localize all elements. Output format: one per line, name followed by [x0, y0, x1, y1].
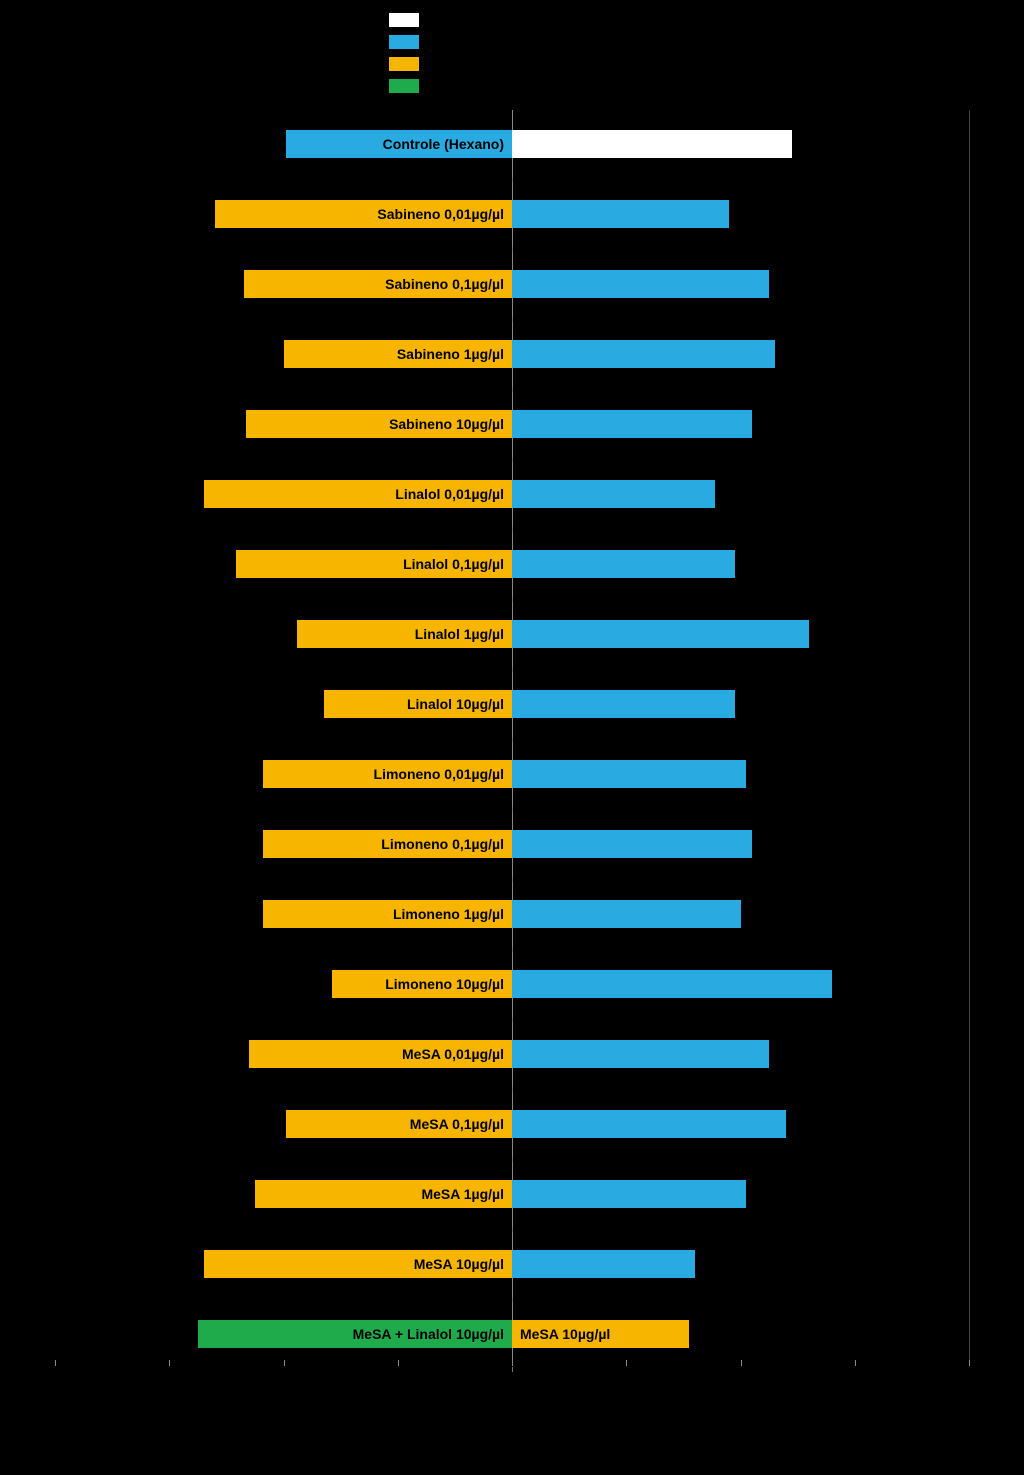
x-tick — [284, 1360, 285, 1366]
bar-right-label: MeSA 10µg/µl — [512, 1320, 618, 1348]
bar-row: MeSA + Linalol 10µg/µlMeSA 10µg/µl — [55, 1320, 969, 1348]
x-tick — [512, 1360, 513, 1366]
axis-minor-tick — [512, 177, 513, 182]
bar-left-label: Linalol 10µg/µl — [399, 690, 512, 718]
bar-row: Sabineno 10µg/µl — [55, 410, 969, 438]
bar-right — [512, 830, 752, 858]
legend-item — [388, 32, 420, 52]
bar-left-label: Sabineno 0,01µg/µl — [369, 200, 512, 228]
legend-swatch — [388, 56, 420, 72]
axis-minor-tick — [512, 1157, 513, 1162]
bar-right — [512, 1040, 769, 1068]
bar-left-label: Limoneno 10µg/µl — [377, 970, 512, 998]
bar-left-label: MeSA 0,01µg/µl — [394, 1040, 512, 1068]
x-axis-ticks — [55, 1360, 969, 1366]
bar-left-label: MeSA 10µg/µl — [406, 1250, 512, 1278]
axis-minor-tick — [512, 387, 513, 392]
legend-swatch — [388, 12, 420, 28]
bar-left-label: Sabineno 10µg/µl — [381, 410, 512, 438]
bar-left-label: MeSA 0,1µg/µl — [402, 1110, 512, 1138]
x-tick — [741, 1360, 742, 1366]
axis-minor-tick — [512, 597, 513, 602]
bar-row: MeSA 10µg/µl — [55, 1250, 969, 1278]
plot-area: Controle (Hexano) Sabineno 0,01µg/µl Sabin… — [55, 110, 970, 1360]
bar-left-label: Controle (Hexano) — [375, 130, 512, 158]
bar-row: Linalol 10µg/µl — [55, 690, 969, 718]
bar-row: Sabineno 0,01µg/µl — [55, 200, 969, 228]
axis-minor-tick — [512, 247, 513, 252]
bar-row: Controle (Hexano) — [55, 130, 969, 158]
bar-right — [512, 270, 769, 298]
x-tick — [626, 1360, 627, 1366]
bar-left-label: Limoneno 1µg/µl — [385, 900, 512, 928]
axis-minor-tick — [512, 1367, 513, 1372]
axis-minor-tick — [512, 807, 513, 812]
x-tick — [55, 1360, 56, 1366]
bar-right — [512, 620, 809, 648]
legend-item — [388, 54, 420, 74]
axis-minor-tick — [512, 947, 513, 952]
bar-right — [512, 970, 832, 998]
bar-left-label: Linalol 0,01µg/µl — [387, 480, 512, 508]
bar-right — [512, 760, 746, 788]
bar-left-label: MeSA 1µg/µl — [413, 1180, 512, 1208]
bar-right — [512, 410, 752, 438]
bar-right — [512, 900, 741, 928]
chart-container: Controle (Hexano) Sabineno 0,01µg/µl Sabin… — [0, 0, 1024, 1475]
bar-left-label: Sabineno 0,1µg/µl — [377, 270, 512, 298]
bar-row: Limoneno 0,1µg/µl — [55, 830, 969, 858]
bar-row: Limoneno 10µg/µl — [55, 970, 969, 998]
bar-left-label: Linalol 1µg/µl — [407, 620, 512, 648]
axis-minor-tick — [512, 1087, 513, 1092]
bar-right — [512, 690, 735, 718]
bar-right — [512, 200, 729, 228]
bar-left-label: Limoneno 0,1µg/µl — [373, 830, 512, 858]
bar-left-label: MeSA + Linalol 10µg/µl — [345, 1320, 512, 1348]
bar-row: MeSA 1µg/µl — [55, 1180, 969, 1208]
bar-row: Limoneno 0,01µg/µl — [55, 760, 969, 788]
legend-item — [388, 10, 420, 30]
x-tick — [398, 1360, 399, 1366]
bar-row: Sabineno 1µg/µl — [55, 340, 969, 368]
axis-minor-tick — [512, 527, 513, 532]
bar-right — [512, 1110, 786, 1138]
bar-right — [512, 340, 775, 368]
bar-row: MeSA 0,1µg/µl — [55, 1110, 969, 1138]
axis-minor-tick — [512, 457, 513, 462]
axis-minor-tick — [512, 667, 513, 672]
bar-row: Limoneno 1µg/µl — [55, 900, 969, 928]
bar-row: MeSA 0,01µg/µl — [55, 1040, 969, 1068]
axis-minor-tick — [512, 737, 513, 742]
legend-swatch — [388, 34, 420, 50]
bar-row: Linalol 1µg/µl — [55, 620, 969, 648]
bar-left-label: Linalol 0,1µg/µl — [395, 550, 512, 578]
x-tick — [169, 1360, 170, 1366]
bar-row: Sabineno 0,1µg/µl — [55, 270, 969, 298]
bar-right — [512, 1250, 695, 1278]
bar-left-label: Sabineno 1µg/µl — [389, 340, 512, 368]
bar-left-label: Limoneno 0,01µg/µl — [366, 760, 512, 788]
bar-right — [512, 1180, 746, 1208]
legend-item — [388, 76, 420, 96]
axis-minor-tick — [512, 1297, 513, 1302]
x-tick — [969, 1360, 970, 1366]
legend-swatch — [388, 78, 420, 94]
bar-row: Linalol 0,1µg/µl — [55, 550, 969, 578]
bar-row: Linalol 0,01µg/µl — [55, 480, 969, 508]
bar-right — [512, 550, 735, 578]
axis-minor-tick — [512, 877, 513, 882]
bar-right — [512, 480, 715, 508]
x-tick — [855, 1360, 856, 1366]
bar-right — [512, 130, 792, 158]
axis-minor-tick — [512, 1017, 513, 1022]
axis-minor-tick — [512, 1227, 513, 1232]
axis-minor-tick — [512, 317, 513, 322]
legend — [388, 10, 420, 98]
